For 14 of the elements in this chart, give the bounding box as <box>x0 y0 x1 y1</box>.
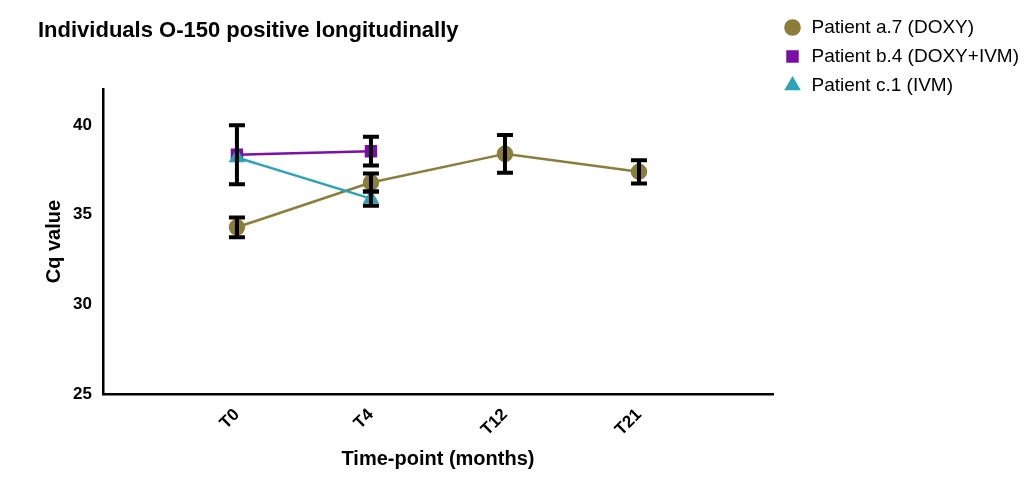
legend-label: Patient a.7 (DOXY) <box>811 15 975 37</box>
legend-label: Patient c.1 (IVM) <box>811 73 953 95</box>
y-axis-title: Cq value <box>41 199 64 284</box>
x-axis-title: Time-point (months) <box>341 446 535 469</box>
y-tick-label: 35 <box>72 204 92 224</box>
chart-title: Individuals O-150 positive longitudinally <box>38 17 460 43</box>
legend-label: Patient b.4 (DOXY+IVM) <box>811 44 1019 66</box>
x-tick-label: T12 <box>476 404 512 439</box>
y-tick-label: 25 <box>72 383 92 403</box>
y-tick-label: 30 <box>72 294 92 313</box>
x-tick-label: T21 <box>610 404 646 439</box>
x-tick-label: T0 <box>215 404 244 433</box>
x-tick-label: T4 <box>349 404 378 433</box>
y-tick-label: 40 <box>72 114 92 134</box>
